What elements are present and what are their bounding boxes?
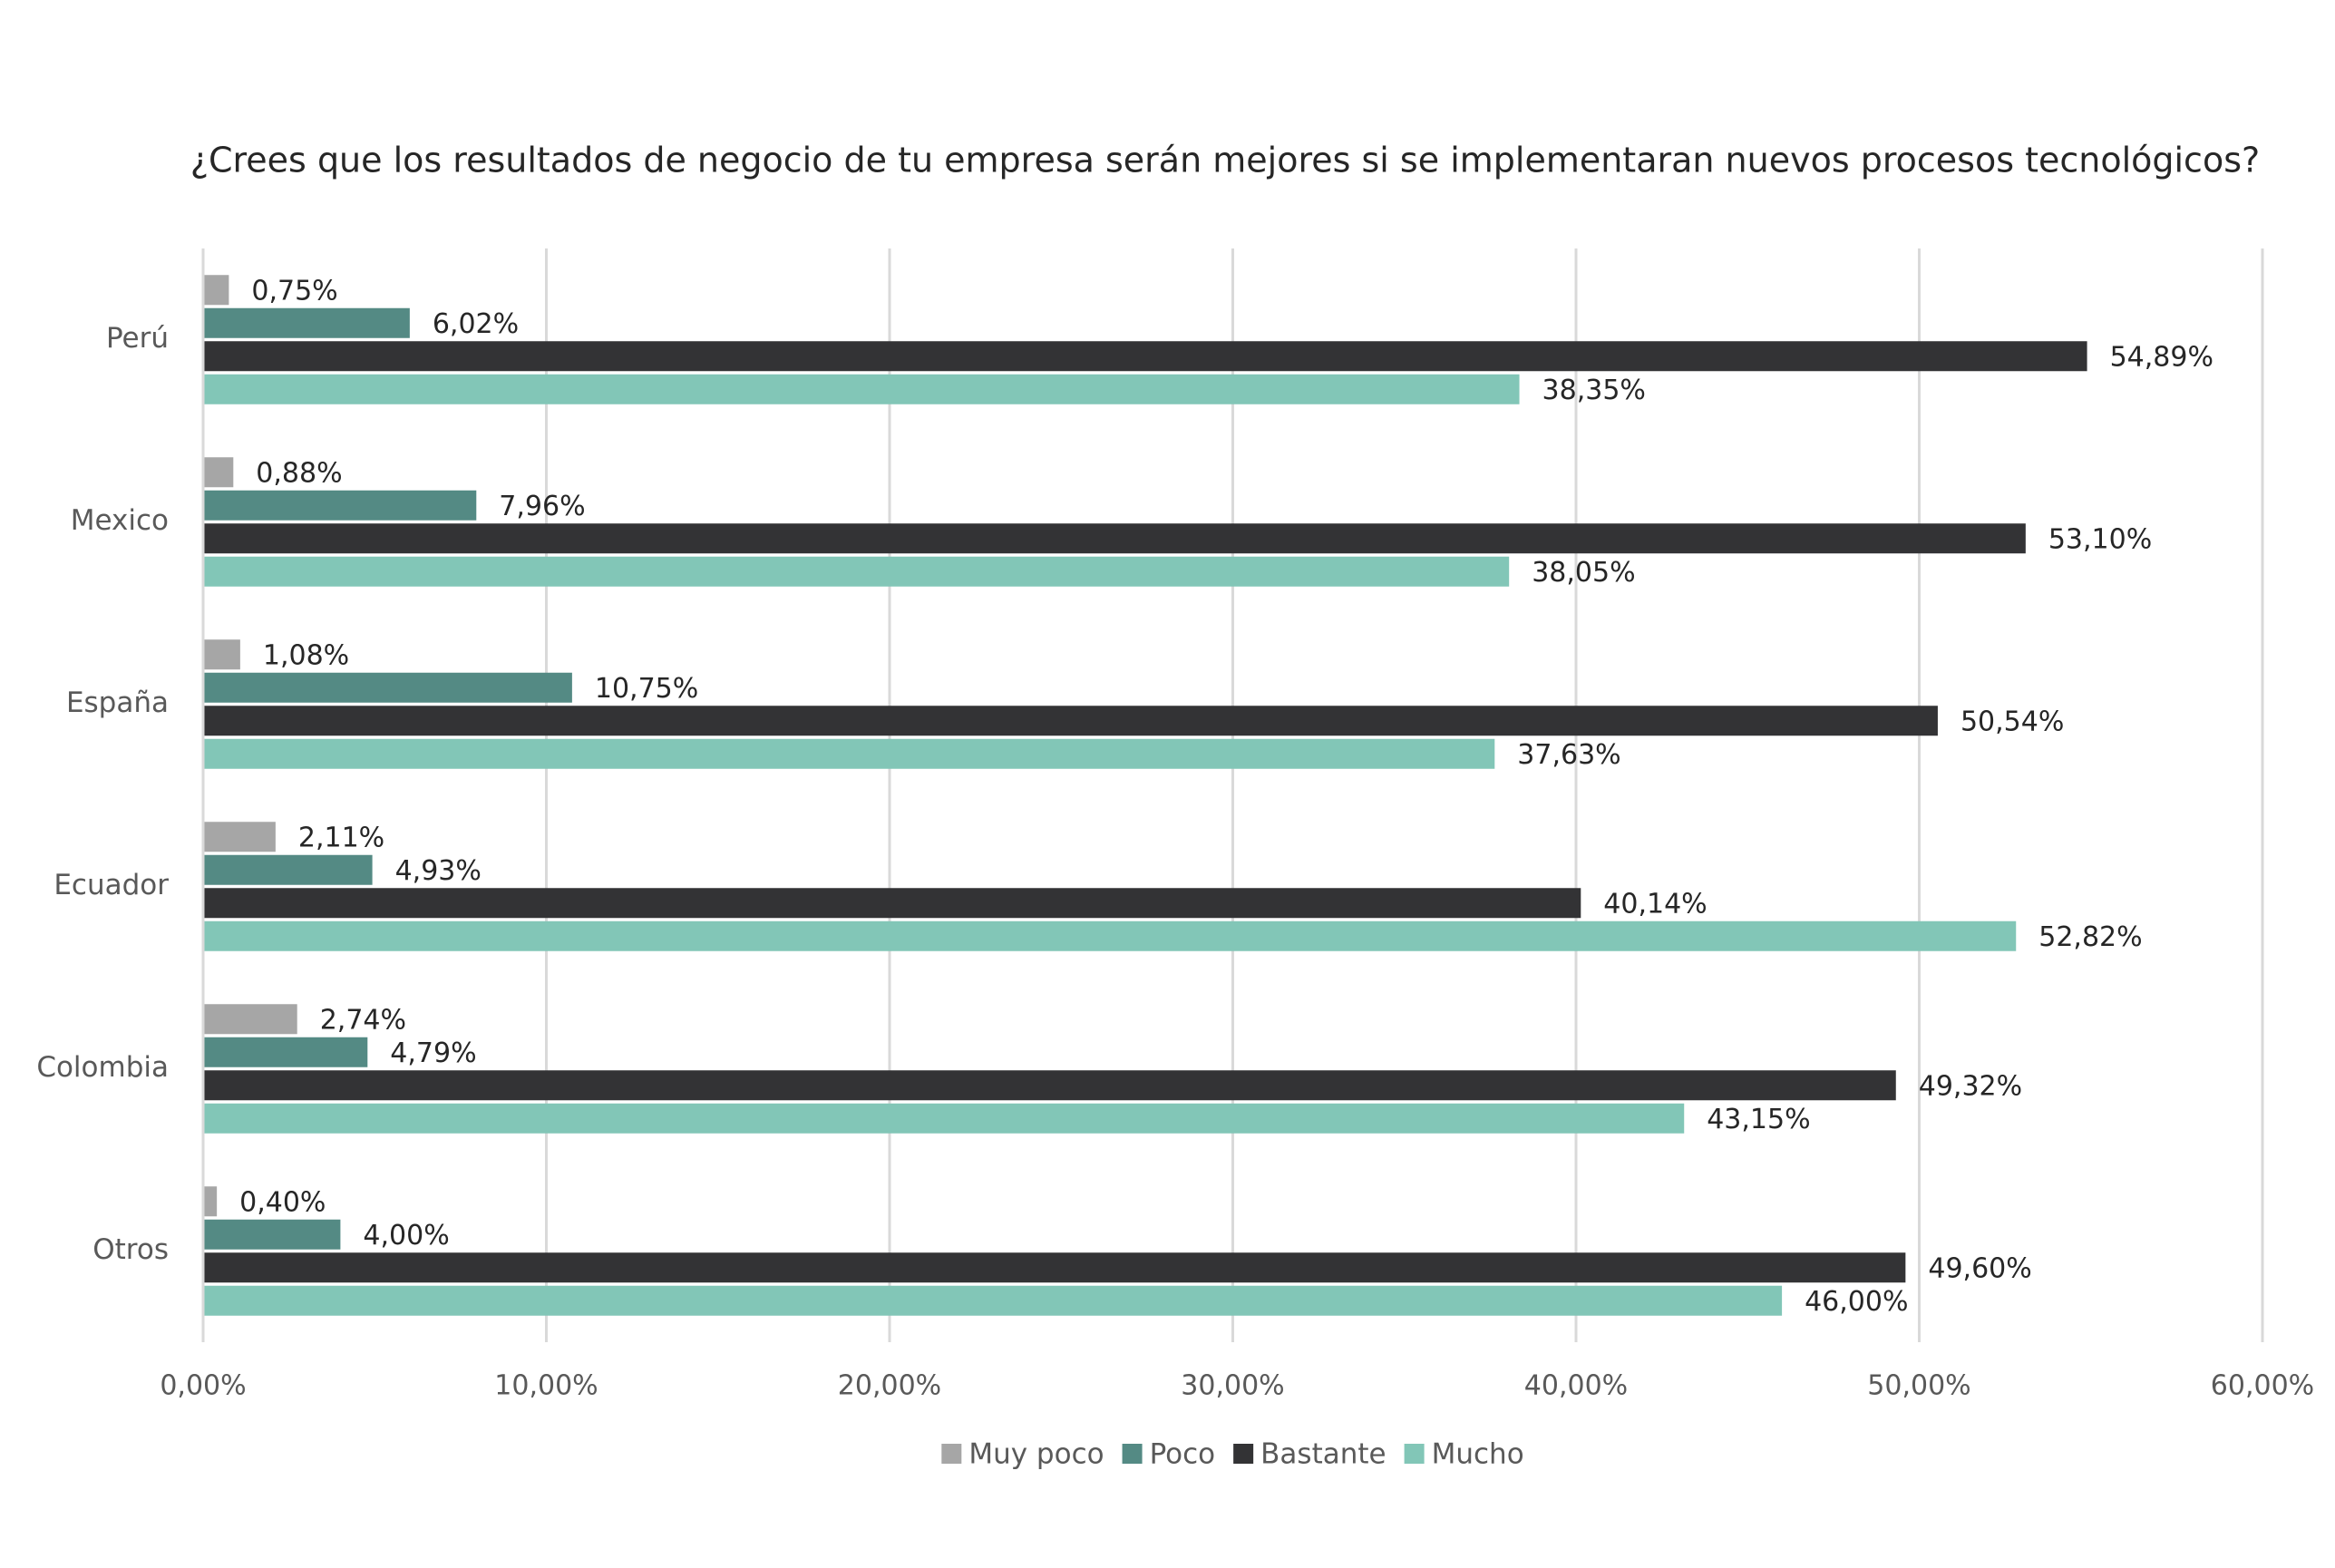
bar [203,1103,1685,1134]
bar [203,523,2026,554]
value-label: 46,00% [1805,1286,1908,1318]
value-label: 40,14% [1603,888,1707,920]
x-tick-label: 10,00% [494,1370,598,1402]
bar [203,920,2017,951]
value-label: 52,82% [2038,921,2142,953]
bar [203,556,1510,587]
y-tick-label: Otros [92,1233,169,1266]
chart-title: ¿Crees que los resultados de negocio de … [190,141,2260,180]
bar [203,854,373,885]
bar [203,341,2087,372]
legend-label: Poco [1150,1438,1216,1471]
bar [203,672,572,703]
legend-swatch [1122,1444,1143,1464]
bar [203,1219,341,1250]
y-tick-label: Ecuador [54,869,169,901]
value-label: 38,05% [1532,557,1635,589]
legend-label: Mucho [1432,1438,1524,1471]
bar [203,1037,368,1067]
value-label: 7,96% [499,491,585,522]
bar [203,307,410,338]
bar [203,1070,1896,1101]
legend-label: Muy poco [968,1438,1104,1471]
value-label: 53,10% [2048,523,2152,555]
y-tick-label: Perú [106,322,169,355]
bar [203,822,276,852]
value-label: 0,40% [239,1186,326,1218]
x-tick-label: 60,00% [2211,1370,2314,1402]
x-tick-label: 20,00% [838,1370,941,1402]
bar [203,888,1581,919]
bar [203,738,1495,769]
value-label: 4,93% [395,855,482,887]
bar [203,1285,1783,1316]
value-label: 38,35% [1542,375,1646,406]
x-tick-label: 50,00% [1867,1370,1970,1402]
bar [203,639,240,670]
bar [203,1004,297,1035]
value-label: 0,88% [256,457,342,489]
y-tick-label: España [66,687,169,719]
value-label: 2,74% [320,1004,406,1036]
value-label: 1,08% [263,639,349,671]
legend-swatch [941,1444,962,1464]
legend-swatch [1233,1444,1254,1464]
x-tick-label: 40,00% [1524,1370,1628,1402]
value-label: 2,11% [298,822,384,853]
legend-label: Bastante [1260,1438,1386,1471]
x-tick-label: 0,00% [160,1370,246,1402]
value-label: 4,79% [390,1037,476,1069]
value-label: 43,15% [1707,1104,1810,1135]
bar [203,1186,218,1217]
bar [203,706,1938,736]
y-tick-label: Mexico [71,504,169,537]
value-label: 37,63% [1517,739,1620,771]
legend-swatch [1404,1444,1425,1464]
value-label: 6,02% [433,308,519,340]
bar [203,457,234,488]
value-label: 54,89% [2110,341,2213,373]
value-label: 50,54% [1960,706,2064,737]
value-label: 4,00% [363,1220,449,1251]
x-tick-label: 30,00% [1181,1370,1284,1402]
value-label: 10,75% [595,673,698,705]
bar [203,1252,1906,1283]
bar [203,275,229,306]
bar [203,374,1520,404]
value-label: 49,60% [1928,1252,2031,1284]
y-tick-label: Colombia [36,1051,169,1084]
value-label: 49,32% [1919,1070,2022,1102]
bar [203,490,477,521]
value-label: 0,75% [251,275,337,307]
